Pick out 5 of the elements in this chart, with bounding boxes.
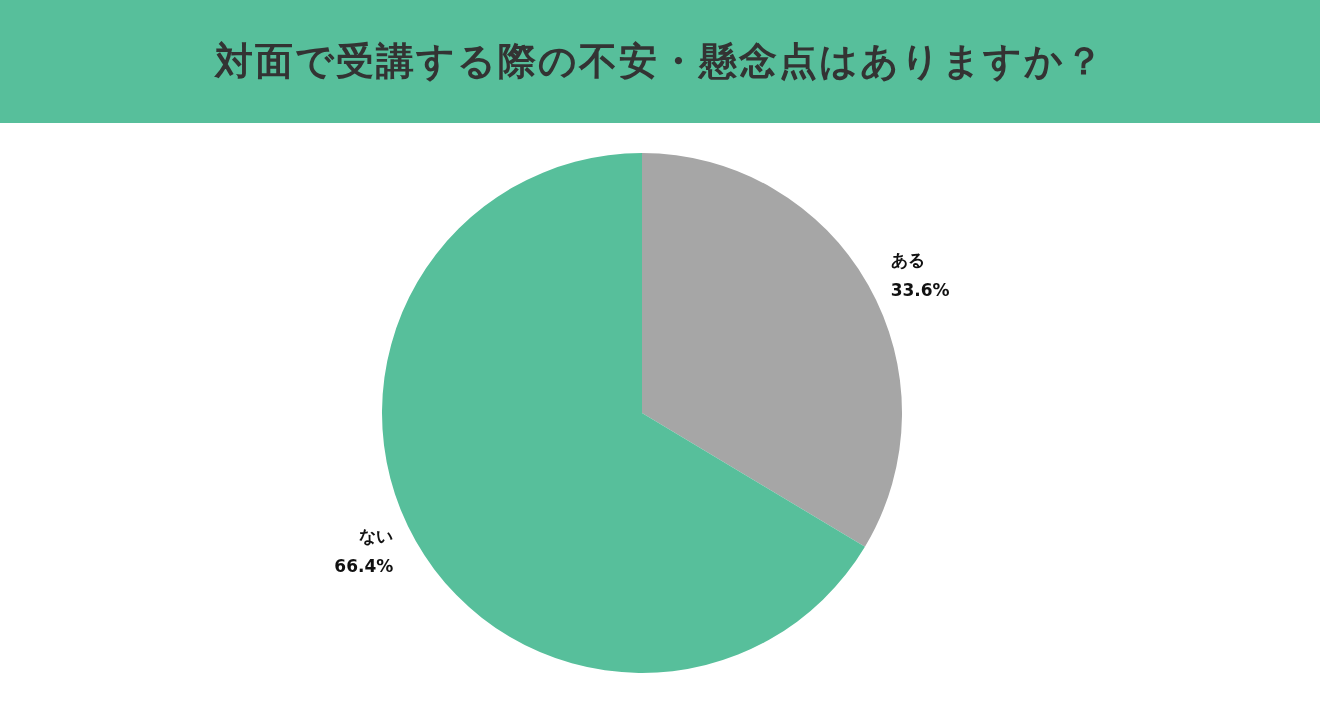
slice-label: ない [359, 525, 394, 546]
slice-label: ある [890, 250, 925, 271]
chart-title: 対面で受講する際の不安・懸念点はありますか？ [0, 0, 1320, 123]
data-label: 66.4% [334, 555, 394, 576]
data-label: 33.6% [890, 280, 950, 301]
